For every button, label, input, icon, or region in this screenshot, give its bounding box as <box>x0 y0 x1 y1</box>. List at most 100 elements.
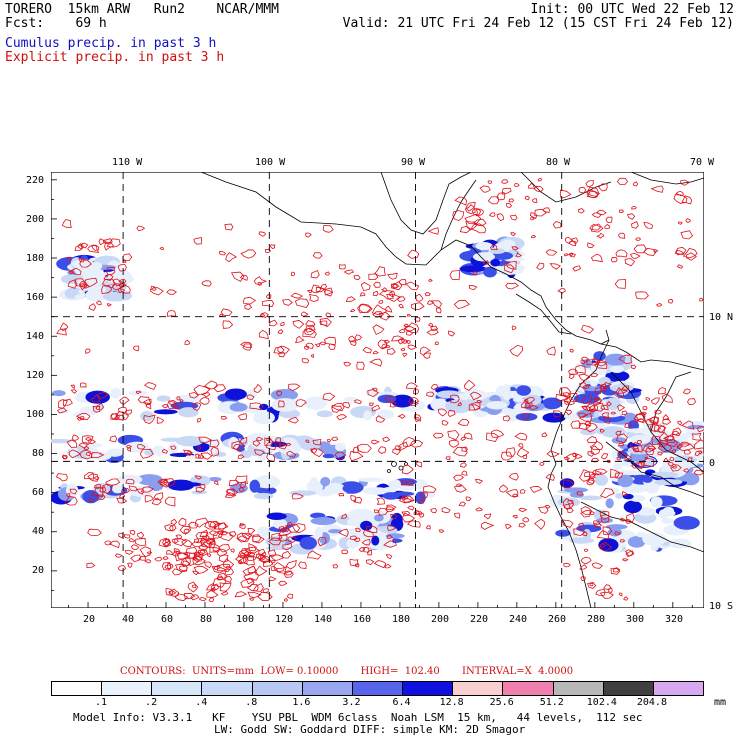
precip-contour <box>361 539 371 546</box>
precip-contour <box>564 400 571 405</box>
precip-shade-cell <box>642 532 667 546</box>
precip-contour <box>90 452 105 459</box>
precip-contour <box>578 186 587 194</box>
precip-contour <box>368 273 379 280</box>
precip-contour <box>586 436 597 444</box>
precip-contour <box>496 213 504 222</box>
precip-contour <box>682 247 698 259</box>
precip-contour <box>687 398 696 406</box>
precip-contour <box>562 392 571 399</box>
colorbar-label: .2 <box>145 697 158 708</box>
precip-contour <box>278 400 285 408</box>
precip-contour <box>210 583 220 591</box>
precip-contour <box>129 529 136 536</box>
precip-contour <box>76 417 83 421</box>
precip-contour <box>685 218 691 223</box>
precip-contour <box>505 447 516 457</box>
precip-contour <box>461 470 468 476</box>
precip-contour <box>452 446 468 457</box>
precip-contour <box>563 562 571 568</box>
precip-contour <box>286 521 293 527</box>
precip-shade-cell <box>582 385 604 392</box>
precip-contour <box>78 258 85 263</box>
precip-contour <box>489 244 498 251</box>
precip-contour <box>249 402 264 411</box>
precip-contour <box>637 439 643 445</box>
precip-contour <box>603 416 611 424</box>
explicit-precip-contours <box>55 177 704 603</box>
precip-contour <box>80 242 89 249</box>
precip-shade-cell <box>427 491 436 498</box>
precip-contour <box>328 343 336 350</box>
precip-contour <box>169 399 178 406</box>
precip-contour <box>260 313 266 318</box>
precip-contour <box>101 284 113 295</box>
precip-contour <box>475 208 484 217</box>
precip-contour <box>610 568 621 575</box>
precip-contour <box>175 563 188 573</box>
precip-contour <box>170 518 178 525</box>
precip-contour <box>341 549 349 555</box>
precip-contour <box>511 325 517 331</box>
precip-contour <box>580 576 586 582</box>
precip-contour <box>596 530 610 540</box>
precip-map <box>51 172 704 608</box>
y-tick: 60 <box>32 487 45 498</box>
precip-contour <box>578 522 585 528</box>
precip-contour <box>234 591 248 598</box>
precip-contour <box>236 532 251 543</box>
precip-contour <box>483 513 492 520</box>
precip-contour <box>580 506 592 515</box>
precip-contour <box>174 538 188 547</box>
precip-contour <box>589 582 594 587</box>
precip-contour <box>681 195 693 205</box>
precip-shade-cell <box>658 509 669 520</box>
precip-shade-cell <box>249 479 261 493</box>
precip-contour <box>511 246 519 251</box>
precip-contour <box>390 283 398 289</box>
precip-shade-cell <box>70 261 91 267</box>
precip-shade-cell <box>610 365 625 373</box>
precip-contour <box>254 449 266 456</box>
precip-shade-cell <box>486 400 508 410</box>
precip-contour <box>541 432 548 438</box>
x-tick: 300 <box>626 614 645 625</box>
precip-contour <box>193 237 203 245</box>
precip-contour <box>696 426 704 433</box>
precip-contour <box>606 400 612 407</box>
precip-contour <box>508 198 515 203</box>
precip-contour <box>118 532 124 539</box>
precip-contour <box>401 512 416 523</box>
precip-contour <box>66 493 71 498</box>
precip-contour <box>239 523 246 529</box>
precip-contour <box>319 283 327 289</box>
precip-contour <box>578 208 585 214</box>
precip-contour <box>157 478 169 486</box>
precip-contour <box>244 303 253 310</box>
precip-contour <box>194 538 200 544</box>
precip-contour <box>90 486 104 498</box>
precip-contour <box>213 384 227 393</box>
precip-shade-cell <box>256 486 277 495</box>
x-tick: 20 <box>83 614 96 625</box>
precip-contour <box>435 307 442 314</box>
precip-contour <box>258 329 269 340</box>
precip-contour <box>151 497 162 506</box>
precip-contour <box>106 238 121 248</box>
y-tick: 120 <box>26 370 45 381</box>
precip-shade-cell <box>475 242 493 251</box>
precip-contour <box>258 548 266 556</box>
precip-contour <box>567 507 574 513</box>
precip-shade-cell <box>490 258 501 267</box>
precip-contour <box>217 575 224 581</box>
precip-contour <box>453 299 470 310</box>
precip-contour <box>607 587 613 594</box>
precip-contour <box>595 468 608 475</box>
precip-contour <box>380 287 387 293</box>
precip-contour <box>311 284 322 294</box>
precip-shade-cell <box>605 524 628 530</box>
precip-contour <box>268 319 278 327</box>
precip-shade-cell <box>85 288 107 302</box>
precip-contour <box>677 420 683 426</box>
precip-contour <box>208 530 219 537</box>
